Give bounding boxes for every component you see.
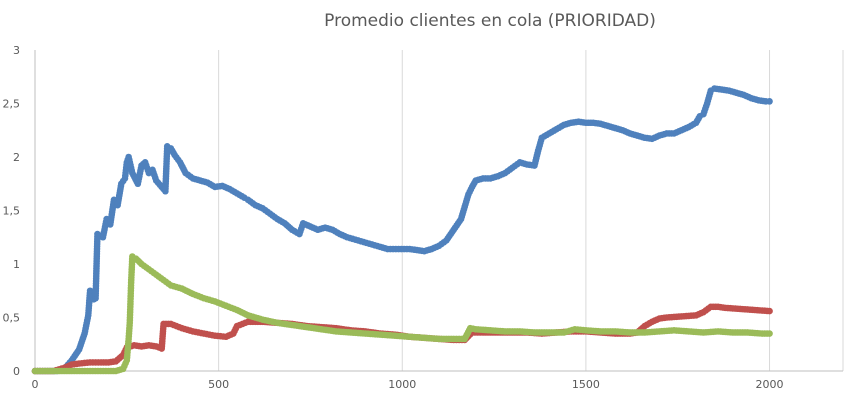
y-tick-label: 1 [13, 258, 20, 271]
y-tick-label: 0 [13, 365, 20, 378]
x-tick-label: 1500 [572, 378, 600, 391]
y-tick-label: 2,5 [3, 98, 21, 111]
y-tick-label: 1,5 [3, 205, 21, 218]
series-2-point [766, 307, 773, 315]
x-tick-label: 2000 [756, 378, 784, 391]
y-tick-label: 3 [13, 44, 20, 57]
series-3-point [766, 330, 773, 337]
x-tick-label: 1000 [388, 378, 416, 391]
chart-title: Promedio clientes en cola (PRIORIDAD) [324, 11, 656, 31]
x-tick-label: 0 [32, 378, 39, 391]
y-tick-label: 2 [13, 151, 20, 164]
x-tick-label: 500 [208, 378, 229, 391]
series-1-point [766, 98, 773, 105]
y-tick-label: 0,5 [3, 312, 21, 325]
